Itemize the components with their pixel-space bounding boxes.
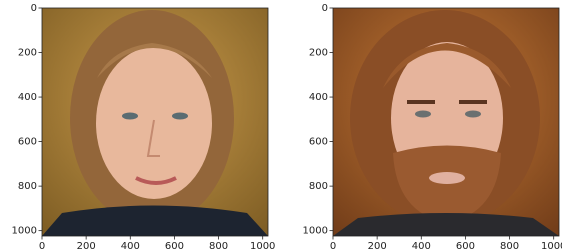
y-tick-label: 400 [309, 92, 328, 103]
x-tick-label: 0 [330, 241, 336, 252]
x-tick-label: 1000 [250, 241, 275, 252]
x-tick-label: 0 [39, 241, 45, 252]
y-tick-label: 0 [322, 3, 328, 14]
x-tick-label: 600 [456, 241, 475, 252]
y-tick-label: 200 [309, 48, 328, 59]
x-tick-label: 400 [121, 241, 140, 252]
x-tick-label: 400 [412, 241, 431, 252]
y-tick-label: 1000 [12, 226, 37, 237]
x-tick-label: 200 [77, 241, 96, 252]
y-tick-label: 0 [31, 3, 37, 14]
y-tick-label: 600 [18, 137, 37, 148]
y-tick-label: 800 [309, 181, 328, 192]
y-tick-label: 200 [18, 48, 37, 59]
image-left [42, 8, 268, 236]
y-tick-label: 800 [18, 181, 37, 192]
image-right [333, 8, 559, 236]
x-tick-label: 200 [368, 241, 387, 252]
x-tick-label: 600 [165, 241, 184, 252]
x-tick-label: 800 [500, 241, 519, 252]
x-tick-label: 800 [209, 241, 228, 252]
y-tick-label: 400 [18, 92, 37, 103]
y-tick-label: 1000 [303, 226, 328, 237]
x-tick-label: 1000 [541, 241, 562, 252]
y-tick-label: 600 [309, 137, 328, 148]
figure: 0200400600800100002004006008001000020040… [0, 0, 562, 252]
